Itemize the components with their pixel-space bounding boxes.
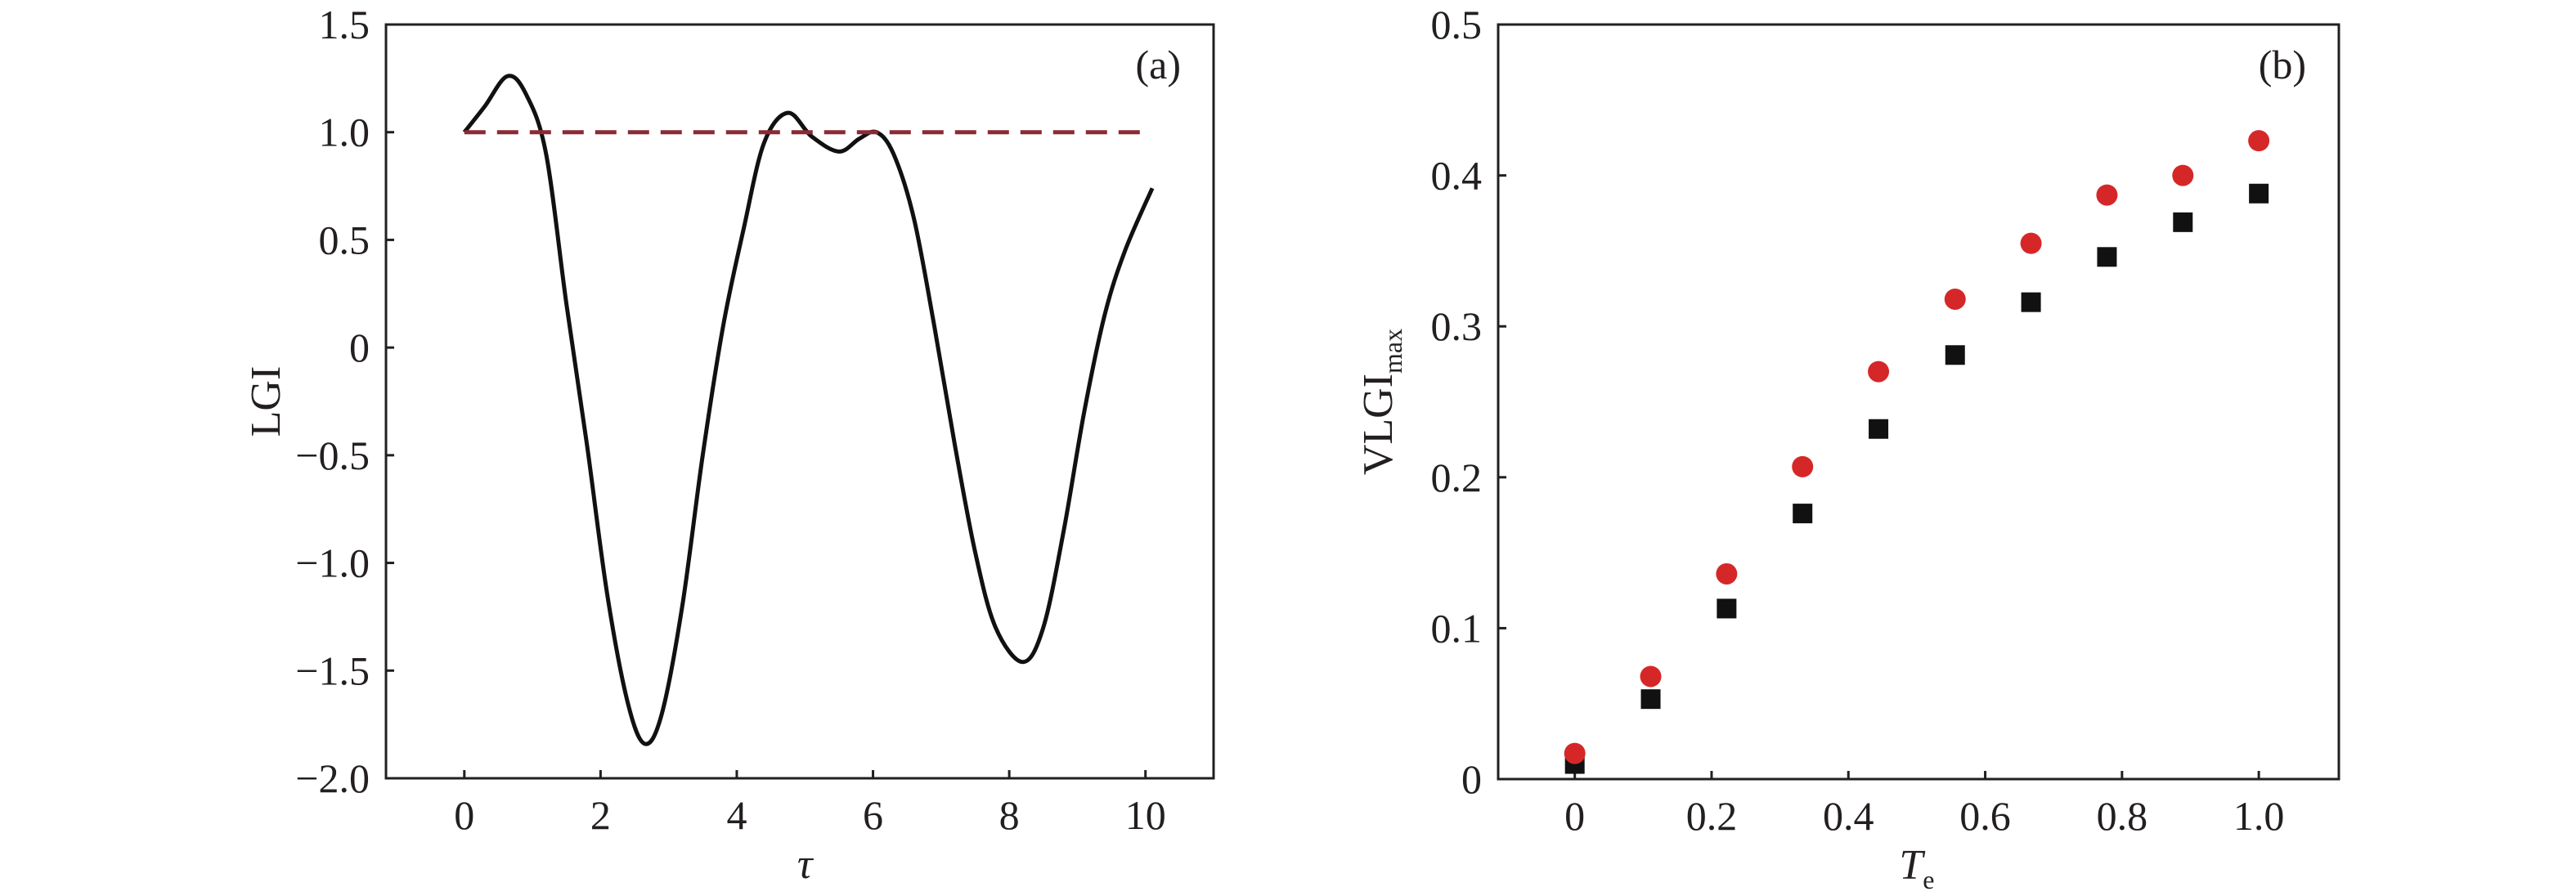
square-marker: [1869, 419, 1889, 439]
y-tick-label: 0.5: [1431, 2, 1483, 47]
y-tick-label: 0: [1461, 756, 1482, 802]
circle-marker: [1944, 288, 1966, 310]
x-tick-label: 0.2: [1686, 793, 1738, 839]
y-tick-label: −1.0: [295, 540, 370, 586]
y-tick-label: 0: [349, 325, 370, 370]
circle-marker: [2172, 164, 2194, 186]
y-axis-label-main: LGI: [243, 366, 289, 437]
panel-a-lgi-vs-tau: 0 2 4 6 8 10 1.5 1.0 0.5 0 −0.5 −1.0 −1.5 −2.0 (a) τ LGI: [243, 2, 1215, 888]
x-tick-label: 0: [454, 792, 474, 838]
y-axis-label: LGI: [243, 366, 289, 437]
plot-frame: [1497, 23, 2340, 781]
y-tick-label: −1.5: [295, 647, 370, 693]
x-tick-label: 0.6: [1959, 793, 2011, 839]
square-marker: [1717, 598, 1737, 619]
square-marker: [1793, 504, 1813, 524]
panel-label: (a): [1136, 42, 1182, 87]
y-axis-label: VLGImax: [1355, 329, 1407, 475]
x-tick-label: 0.4: [1823, 793, 1874, 839]
y-tick-label: 1.5: [319, 2, 370, 47]
square-marker: [2249, 183, 2269, 204]
y-tick-label: 1.0: [319, 110, 370, 155]
y-axis-label-sub: max: [1378, 329, 1407, 374]
y-tick-label: −0.5: [295, 432, 370, 478]
circle-marker: [2248, 130, 2270, 152]
x-axis-label-main: τ: [797, 841, 815, 888]
y-tick-label: 0.5: [319, 217, 370, 262]
panel-b-vlgi-vs-te: 0 0.2 0.4 0.6 0.8 1.0 0.5 0.4 0.3 0.2 0.1 0 (b) Te VLG…: [1355, 2, 2340, 894]
x-tick-label: 0.8: [2097, 793, 2148, 839]
y-tick-label: 0.4: [1431, 153, 1483, 199]
x-tick-label: 6: [863, 792, 883, 838]
x-tick-label: 10: [1125, 792, 1166, 838]
circle-marker: [2096, 184, 2118, 206]
square-marker: [1945, 345, 1965, 365]
x-tick-label: 8: [999, 792, 1020, 838]
y-tick-label: 0.3: [1431, 303, 1483, 349]
square-marker: [2097, 247, 2117, 267]
x-axis-label-main: T: [1899, 842, 1925, 889]
y-tick-label: 0.2: [1431, 455, 1483, 500]
circle-marker: [1564, 742, 1586, 764]
plot-frame: [384, 23, 1215, 780]
x-axis-label: Te: [1899, 842, 1934, 894]
y-tick-label: −2.0: [295, 755, 370, 801]
circle-marker: [1640, 665, 1662, 688]
square-marker: [1640, 689, 1661, 710]
x-tick-label: 4: [726, 792, 747, 838]
x-axis-label: τ: [797, 841, 815, 888]
y-tick-label: 0.1: [1431, 605, 1483, 651]
circle-marker: [2020, 232, 2042, 254]
circle-marker: [1792, 455, 1814, 477]
y-axis-label-main: VLGI: [1355, 374, 1402, 475]
square-marker: [2173, 212, 2193, 232]
x-tick-label: 0: [1564, 793, 1585, 839]
x-axis-label-sub: e: [1923, 865, 1934, 894]
x-tick-label: 2: [590, 792, 611, 838]
lgi-curve: [462, 74, 1155, 746]
square-marker: [2021, 292, 2041, 312]
circle-marker: [1716, 562, 1738, 585]
x-tick-label: 1.0: [2233, 793, 2285, 839]
panel-label: (b): [2259, 42, 2306, 87]
circle-marker: [1868, 361, 1890, 383]
